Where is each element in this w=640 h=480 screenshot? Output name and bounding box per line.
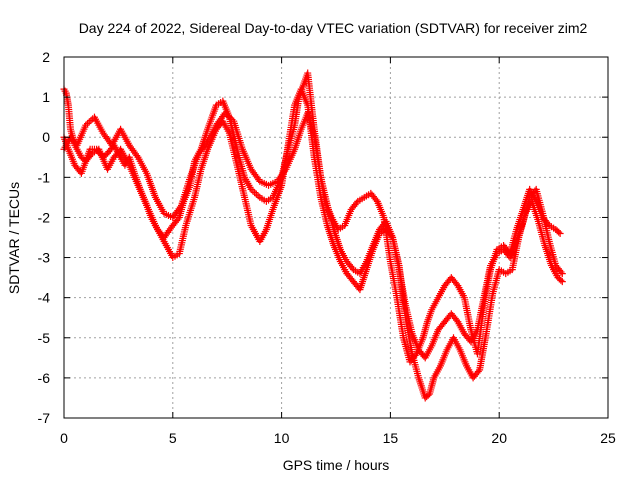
x-tick-label: 5 [169,430,177,446]
axis-ticks [63,56,609,419]
data-markers [60,69,566,402]
y-tick-label: 1 [42,89,50,105]
y-tick-label: -7 [38,410,51,426]
data-point [348,264,356,272]
x-tick-label: 20 [491,430,507,446]
x-tick-label: 10 [274,430,290,446]
x-tick-labels: 0 5 10 15 20 25 [60,430,616,446]
data-point [557,268,565,276]
y-tick-label: -4 [38,290,51,306]
y-tick-label: -6 [38,370,51,386]
data-point [474,367,482,375]
data-point [85,118,93,126]
data-point [252,190,260,198]
data-point [453,280,461,288]
data-point [202,139,210,147]
data-point [558,270,566,278]
data-point [555,228,563,236]
data-point [453,316,461,324]
series-trace-3 [60,109,566,362]
data-point [87,151,95,159]
y-tick-label: 0 [42,129,50,145]
x-tick-label: 15 [383,430,399,446]
data-point [372,196,380,204]
data-point [133,152,141,160]
series-trace-2 [60,85,566,402]
y-tick-label: -1 [38,169,51,185]
chart-title: Day 224 of 2022, Sidereal Day-to-day VTE… [79,20,588,36]
data-point [176,203,184,211]
plot-frame [63,56,609,419]
data-point [251,189,259,197]
data-point [558,278,566,286]
y-tick-label: 2 [42,49,50,65]
y-tick-label: -5 [38,330,51,346]
y-tick-label: -3 [38,250,51,266]
y-axis-label: SDTVAR / TECUs [6,182,22,294]
x-axis-label: GPS time / hours [283,457,390,473]
y-tick-labels: 2 1 0 -1 -2 -3 -4 -5 -6 -7 [38,49,51,426]
x-tick-label: 25 [600,430,616,446]
data-point [352,199,360,207]
x-tick-label: 0 [60,430,68,446]
y-tick-label: -2 [38,209,51,225]
data-point [87,116,95,124]
data-point [556,229,564,237]
data-point [281,167,289,175]
data-point [174,215,182,223]
data-point [557,276,565,284]
